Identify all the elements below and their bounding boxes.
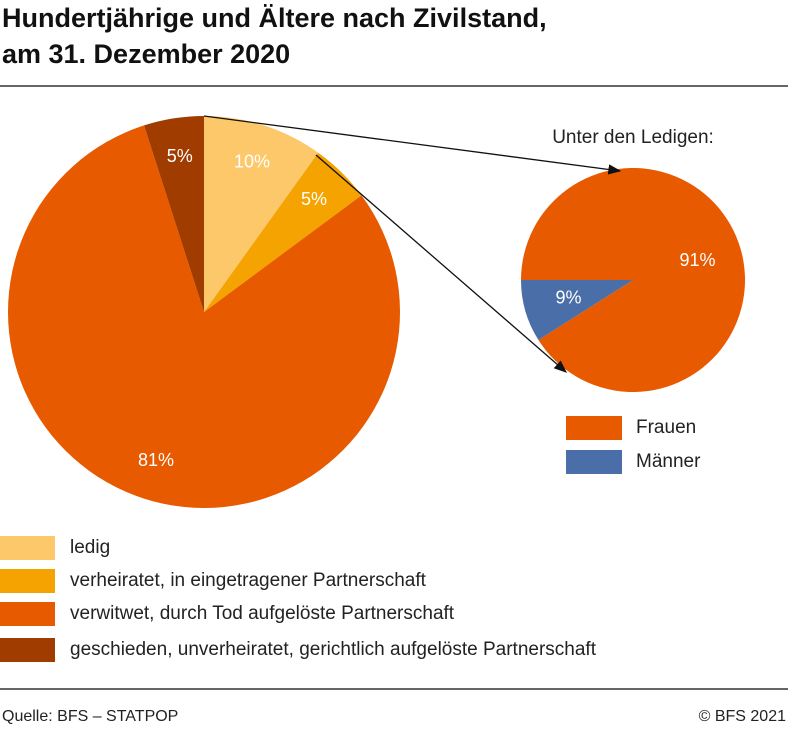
data-label: 91% [680, 250, 716, 270]
legend-label: Frauen [636, 417, 696, 438]
pie-slice [204, 152, 362, 312]
legend-label: verheiratet, in eingetragener Partnersch… [70, 570, 427, 591]
legend-swatch [0, 638, 55, 662]
legend-label: Männer [636, 451, 701, 472]
data-label: 5% [301, 189, 327, 209]
legend-swatch [566, 450, 622, 474]
subchart-title: Unter den Ledigen: [552, 127, 714, 148]
legend-swatch [0, 569, 55, 593]
data-label: 5% [167, 146, 193, 166]
pie-slice [204, 116, 319, 312]
legend-label: verwitwet, durch Tod aufgelöste Partners… [70, 603, 455, 624]
pie-slice [521, 167, 746, 392]
legend-swatch [0, 602, 55, 626]
data-label: 10% [234, 151, 270, 171]
pie-slice [144, 116, 204, 312]
connector-arrow [315, 154, 567, 373]
pie-slice [521, 280, 633, 341]
legend-label: geschieden, unverheiratet, gerichtlich a… [70, 639, 597, 660]
legend-label: ledig [70, 537, 110, 558]
data-label: 81% [138, 450, 174, 470]
data-label: 9% [555, 287, 581, 307]
source: Quelle: BFS – STATPOP [2, 708, 178, 725]
connector-arrow [203, 115, 622, 175]
legend-swatch [566, 416, 622, 440]
copyright: © BFS 2021 [699, 708, 786, 725]
legend-swatch [0, 536, 55, 560]
pie-slice [7, 125, 400, 509]
chart-title: am 31. Dezember 2020 [2, 39, 290, 69]
chart-title: Hundertjährige und Ältere nach Zivilstan… [2, 3, 547, 33]
